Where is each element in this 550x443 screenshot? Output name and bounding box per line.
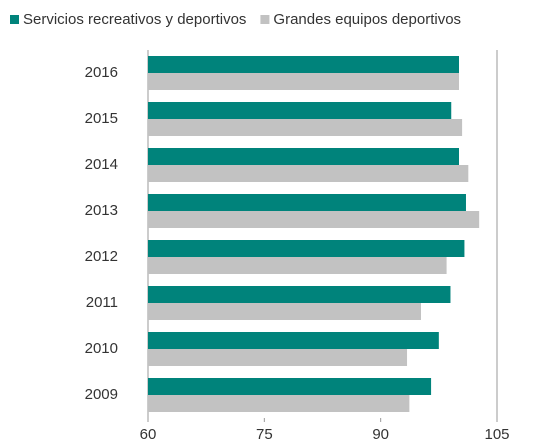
legend-swatch xyxy=(10,15,19,24)
bar xyxy=(148,332,439,349)
y-tick-label: 2010 xyxy=(85,340,118,357)
bar xyxy=(148,303,421,320)
x-tick-label: 105 xyxy=(484,426,509,443)
bar xyxy=(148,73,459,90)
bar xyxy=(148,102,452,119)
bar xyxy=(148,56,459,73)
bar xyxy=(148,395,410,412)
bar xyxy=(148,194,466,211)
y-tick-label: 2013 xyxy=(85,202,118,219)
y-tick-label: 2016 xyxy=(85,64,118,81)
legend-label: Servicios recreativos y deportivos xyxy=(23,11,246,28)
bar xyxy=(148,165,469,182)
legend-label: Grandes equipos deportivos xyxy=(273,11,461,28)
y-tick-label: 2011 xyxy=(86,294,118,311)
y-tick-label: 2014 xyxy=(85,156,118,173)
x-tick-label: 60 xyxy=(140,426,157,443)
x-tick-label: 90 xyxy=(372,426,389,443)
bar xyxy=(148,148,459,165)
bar xyxy=(148,349,408,366)
bar xyxy=(148,119,463,136)
legend-swatch xyxy=(260,15,270,24)
bar xyxy=(148,257,447,274)
y-tick-label: 2015 xyxy=(85,110,118,127)
bar xyxy=(148,286,451,303)
y-tick-label: 2009 xyxy=(85,386,118,403)
x-tick-label: 75 xyxy=(256,426,273,443)
bar xyxy=(148,378,432,395)
bar xyxy=(148,240,465,257)
bar xyxy=(148,211,480,228)
y-tick-label: 2012 xyxy=(85,248,118,265)
